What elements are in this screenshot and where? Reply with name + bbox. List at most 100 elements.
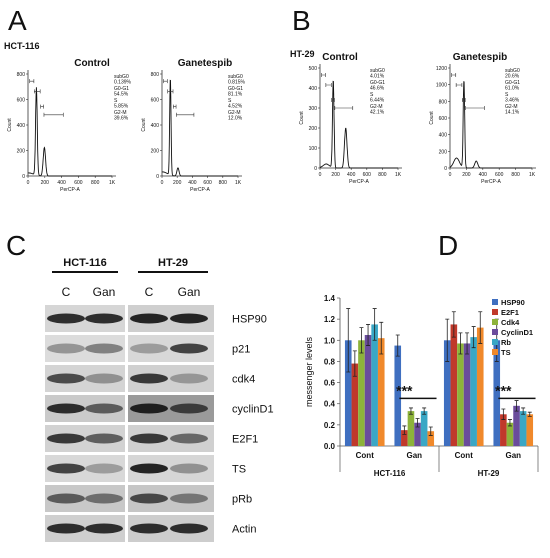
x-tick-label: 200 [331, 172, 340, 178]
stat-value: 0.139% [114, 80, 132, 86]
bar [476, 327, 484, 446]
legend-swatch [492, 299, 498, 305]
blot-band [47, 433, 85, 444]
bar [427, 431, 435, 446]
bar [377, 338, 385, 446]
y-tick-label: 1.0 [324, 336, 336, 345]
error-bar [379, 321, 384, 355]
y-axis-label: messenger levels [304, 336, 314, 407]
error-bar [445, 318, 450, 362]
lane-label: C [145, 285, 154, 299]
histogram [319, 80, 398, 169]
x-tick-label: Cont [455, 451, 474, 460]
lane-label: C [62, 285, 71, 299]
stat-value: 46.6% [370, 86, 385, 92]
blot-band [170, 463, 208, 474]
blot-band [85, 493, 123, 504]
error-bar [395, 334, 400, 357]
gate [43, 112, 64, 117]
x-tick-label: 800 [219, 180, 228, 186]
y-tick-label: 200 [309, 126, 318, 132]
x-tick-label: 1K [395, 172, 402, 178]
stat-label: G0-G1 [370, 80, 385, 86]
error-bar [521, 407, 526, 415]
gate [321, 73, 326, 77]
gate [173, 104, 177, 109]
blot-band [47, 493, 85, 504]
gate [462, 98, 466, 102]
panel-letter: A [8, 5, 27, 36]
x-tick-label: 200 [41, 180, 50, 186]
y-tick-label: 800 [151, 72, 160, 78]
bar [414, 422, 421, 446]
x-axis-label: PerCP-A [349, 179, 369, 185]
gate [34, 89, 41, 94]
group-label: HCT-116 [374, 469, 406, 478]
stat-value: 5.85% [114, 104, 129, 110]
blot-band [47, 463, 85, 474]
plot-title: Control [322, 52, 358, 63]
stat-value: 39.6% [114, 116, 129, 122]
y-tick-label: 400 [439, 133, 448, 139]
y-tick-label: 1200 [436, 66, 447, 72]
protein-label: pRb [232, 494, 252, 506]
legend-swatch [492, 349, 498, 355]
bar [401, 430, 408, 446]
stat-label: G0-G1 [228, 86, 243, 92]
error-bar [478, 311, 483, 344]
y-tick-label: 0 [444, 166, 447, 172]
blot-band [170, 313, 208, 324]
error-bar [465, 332, 470, 355]
y-tick-label: 400 [309, 86, 318, 92]
blot-band [130, 463, 168, 474]
x-tick-label: 800 [378, 172, 387, 178]
legend-label: E2F1 [501, 308, 519, 317]
stat-value: 4.52% [228, 104, 243, 110]
x-tick-label: 0 [161, 180, 164, 186]
blot-band [85, 403, 123, 414]
legend-swatch [492, 339, 498, 345]
error-bar [346, 308, 351, 373]
stat-label: S [228, 98, 232, 104]
x-tick-label: 0 [319, 172, 322, 178]
annotation: *** [396, 382, 413, 398]
gate [331, 98, 335, 102]
legend-label: HSP90 [501, 298, 525, 307]
gate [40, 104, 44, 109]
y-tick-label: 200 [439, 149, 448, 155]
bar [463, 343, 471, 446]
stat-value: 14.1% [505, 110, 520, 116]
x-tick-label: Cont [356, 451, 375, 460]
x-tick-label: 1K [235, 180, 242, 186]
bar [364, 335, 372, 446]
bar [358, 340, 365, 446]
error-bar [507, 419, 512, 427]
y-tick-label: 400 [151, 123, 160, 129]
annotation: *** [495, 382, 512, 398]
error-bar [471, 326, 476, 349]
gate [29, 79, 35, 84]
x-tick-label: 400 [57, 180, 66, 186]
legend-label: CyclinD1 [501, 328, 533, 337]
y-tick-label: 1.4 [324, 294, 336, 303]
error-bar [372, 308, 377, 341]
plot-title: Ganetespib [453, 52, 507, 63]
stat-value: 61.0% [505, 86, 520, 92]
x-axis-label: PerCP-A [60, 187, 80, 193]
blot-band [170, 523, 208, 534]
blot-band [170, 493, 208, 504]
y-tick-label: 0 [22, 174, 25, 180]
protein-label: HSP90 [232, 314, 267, 326]
protein-label: cyclinD1 [232, 404, 274, 416]
y-axis-label: Count [141, 118, 147, 132]
y-tick-label: 0.8 [324, 357, 336, 366]
plot-title: Ganetespib [178, 58, 232, 69]
y-tick-label: 600 [439, 116, 448, 122]
x-tick-label: 0 [27, 180, 30, 186]
error-bar [422, 407, 427, 415]
blot-band [130, 373, 168, 384]
blot-band [130, 493, 168, 504]
x-tick-label: 400 [347, 172, 356, 178]
gate [455, 83, 463, 87]
legend-swatch [492, 329, 498, 335]
